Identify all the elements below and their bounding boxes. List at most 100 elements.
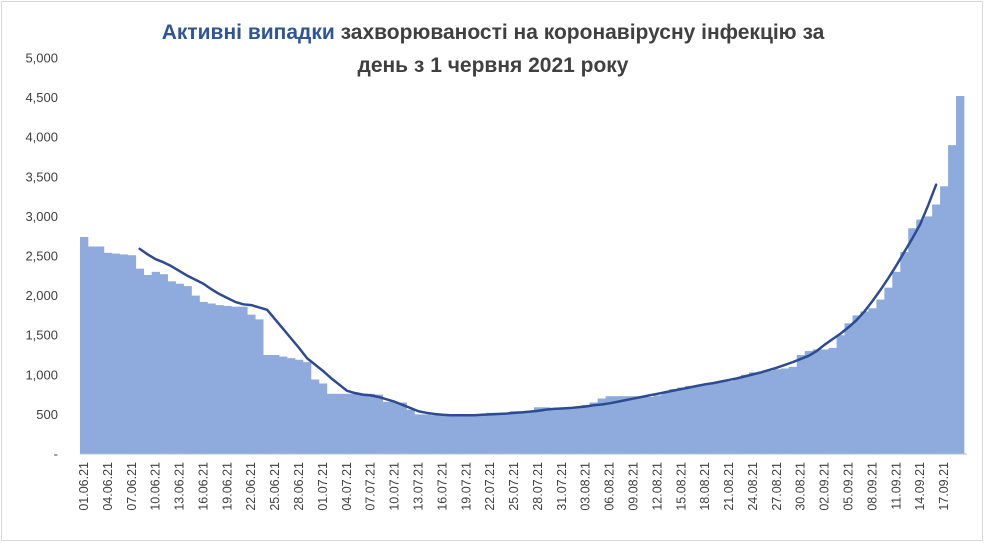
bar [661, 392, 670, 454]
bar [533, 407, 543, 454]
bar [95, 246, 105, 454]
x-tick-label: 21.08.21 [722, 462, 736, 511]
bar [223, 305, 232, 454]
bar [390, 401, 399, 454]
x-tick-label: 16.07.21 [435, 462, 449, 511]
x-tick-label: 04.06.21 [101, 462, 115, 511]
bar [231, 306, 240, 454]
bar [326, 393, 336, 454]
bar [175, 283, 184, 454]
bar [836, 335, 845, 454]
bar [247, 314, 256, 454]
bar [637, 396, 646, 454]
bar [669, 389, 678, 454]
bar [828, 347, 837, 454]
x-tick-label: 27.08.21 [770, 462, 784, 511]
y-tick-label: 500 [36, 407, 58, 422]
bar [756, 371, 766, 454]
bar [525, 411, 535, 454]
bar [541, 407, 551, 454]
bar [127, 255, 137, 454]
bar [302, 362, 312, 454]
x-tick-label: 15.08.21 [674, 462, 688, 511]
bar [804, 351, 814, 454]
bar [876, 299, 885, 454]
x-tick-label: 03.08.21 [579, 462, 593, 511]
bar [295, 359, 304, 454]
bar [693, 385, 702, 454]
bar [956, 96, 965, 455]
bar [510, 411, 519, 454]
bar [342, 393, 352, 454]
bar [916, 219, 925, 454]
bar [581, 404, 591, 454]
bar [502, 412, 511, 454]
bar [924, 216, 933, 454]
x-tick-label: 24.08.21 [746, 462, 760, 511]
bar [358, 393, 368, 454]
bar [621, 396, 630, 454]
bar [422, 414, 431, 454]
bar [151, 271, 160, 454]
x-tick-label: 22.07.21 [483, 462, 497, 511]
x-tick-label: 07.06.21 [125, 462, 139, 511]
bar [111, 253, 121, 454]
x-axis-ticks: 01.06.21 04.06.21 07.06.21 10.06.21 13.06.21… [77, 462, 951, 511]
bar [796, 355, 806, 454]
bar [414, 414, 423, 454]
x-tick-label: 13.06.21 [173, 462, 187, 511]
bar [350, 393, 360, 454]
x-tick-label: 22.06.21 [244, 462, 258, 511]
x-tick-label: 04.07.21 [340, 462, 354, 511]
y-tick-label: 1,000 [25, 367, 58, 382]
bar [334, 393, 344, 454]
y-tick-label: 4,000 [25, 130, 58, 145]
bar [565, 408, 575, 454]
bar [183, 286, 192, 454]
bar [143, 275, 153, 454]
bar [271, 355, 280, 454]
bar [788, 366, 798, 454]
chart-title: Активні випадки захворюваності на корона… [0, 16, 986, 82]
x-tick-label: 25.07.21 [507, 462, 521, 511]
bar [748, 372, 758, 454]
x-tick-label: 18.08.21 [698, 462, 712, 511]
bar [820, 349, 829, 454]
x-tick-label: 12.08.21 [650, 462, 664, 511]
bar [725, 381, 734, 454]
bar [772, 369, 782, 454]
bar [119, 254, 129, 454]
bar [310, 379, 320, 454]
chart-title-line2: день з 1 червня 2021 року [357, 54, 629, 77]
x-tick-label: 19.06.21 [220, 462, 234, 511]
x-tick-label: 02.09.21 [818, 462, 832, 511]
x-tick-label: 28.06.21 [292, 462, 306, 511]
bar [478, 414, 487, 454]
bar [255, 319, 264, 454]
bar [494, 412, 503, 454]
bar [653, 395, 662, 454]
bar [573, 406, 583, 454]
bar [605, 396, 614, 454]
y-tick-label: 4,500 [25, 90, 58, 105]
bar [677, 387, 686, 454]
bar [852, 315, 861, 454]
x-tick-label: 17.09.21 [937, 462, 951, 511]
bar [287, 358, 296, 454]
bar [860, 311, 869, 454]
bar [135, 268, 145, 454]
x-tick-label: 19.07.21 [459, 462, 473, 511]
bar [780, 368, 790, 454]
bar [701, 384, 710, 454]
x-tick-label: 31.07.21 [555, 462, 569, 511]
x-tick-label: 13.07.21 [411, 462, 425, 511]
bar [741, 374, 750, 454]
chart-title-highlight: Активні випадки [161, 21, 335, 44]
x-tick-label: 10.07.21 [388, 462, 402, 511]
x-tick-label: 10.06.21 [149, 462, 163, 511]
bar [207, 303, 216, 454]
bar [263, 355, 272, 454]
bar [932, 204, 941, 454]
bar [374, 394, 383, 454]
